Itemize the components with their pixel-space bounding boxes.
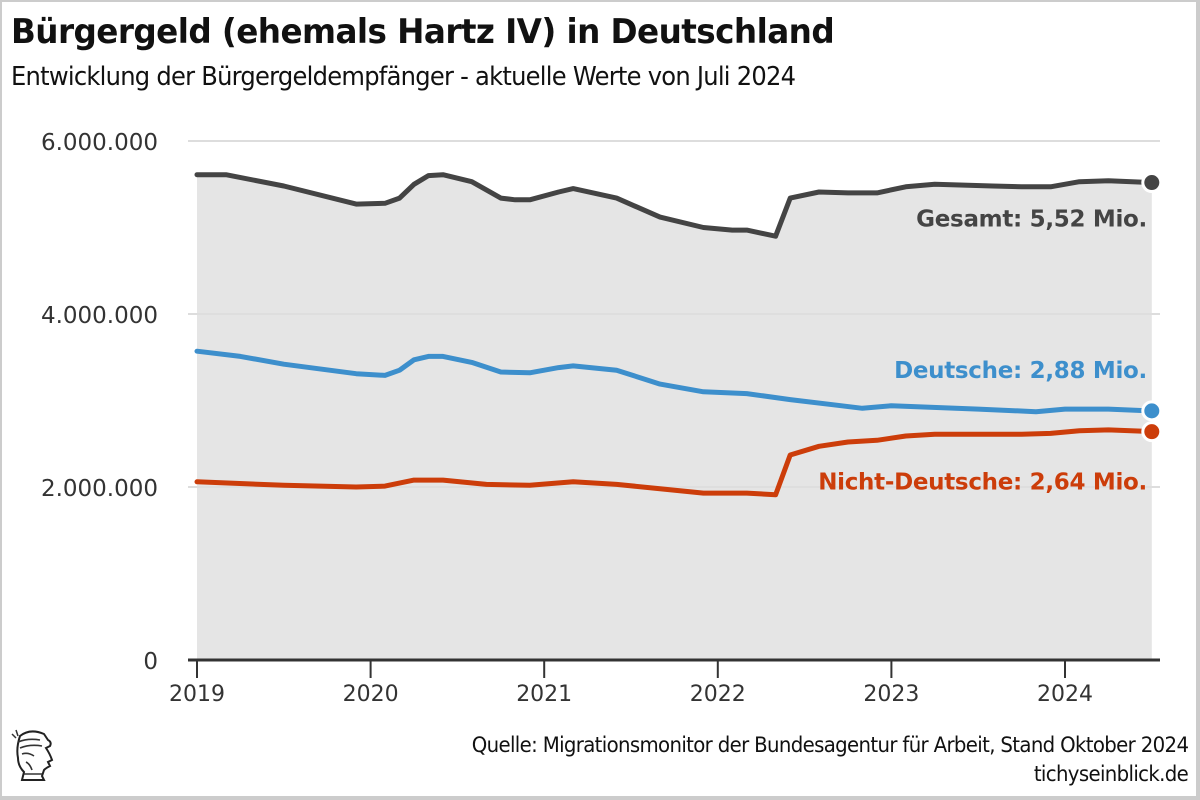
x-tick-label: 2024	[1037, 682, 1093, 707]
x-tick-label: 2021	[516, 682, 572, 707]
gesamt-end-label: Gesamt: 5,52 Mio.	[916, 207, 1147, 233]
area-fill-layer	[188, 140, 1160, 660]
y-tick-label: 4.000.000	[41, 303, 158, 329]
x-tick-label: 2022	[690, 682, 746, 707]
y-tick-label: 0	[143, 649, 158, 675]
chart-subtitle: Entwicklung der Bürgergeldempfänger - ak…	[11, 62, 796, 92]
gesamt-area	[197, 174, 1152, 660]
site-credit: tichyseinblick.de	[1033, 762, 1189, 786]
x-tick-label: 2019	[169, 682, 225, 707]
hermes-head-logo-icon	[11, 729, 54, 781]
source-note: Quelle: Migrationsmonitor der Bundesagen…	[471, 733, 1188, 757]
y-tick-label: 6.000.000	[41, 130, 158, 156]
x-tick-label: 2020	[343, 682, 399, 707]
gesamt-line	[194, 172, 1155, 239]
nicht-deutsche-line	[194, 427, 1155, 498]
axes: 0 2.000.000 4.000.000 6.000.000 2019 2020 2021…	[41, 130, 1160, 707]
series-lines	[194, 172, 1163, 498]
deutsche-line	[194, 348, 1155, 415]
x-tick-label: 2023	[863, 682, 919, 707]
deutsche-end-label: Deutsche: 2,88 Mio.	[894, 358, 1147, 384]
chart-title: Bürgergeld (ehemals Hartz IV) in Deutsch…	[11, 12, 835, 52]
nicht-deutsche-end-label: Nicht-Deutsche: 2,64 Mio.	[818, 470, 1147, 496]
gesamt-end-marker	[1141, 172, 1163, 194]
nicht-deutsche-end-marker	[1141, 421, 1163, 443]
series-end-labels: Gesamt: 5,52 Mio. Deutsche: 2,88 Mio. Nich…	[818, 207, 1147, 496]
y-tick-label: 2.000.000	[41, 476, 158, 502]
deutsche-end-marker	[1141, 400, 1163, 422]
